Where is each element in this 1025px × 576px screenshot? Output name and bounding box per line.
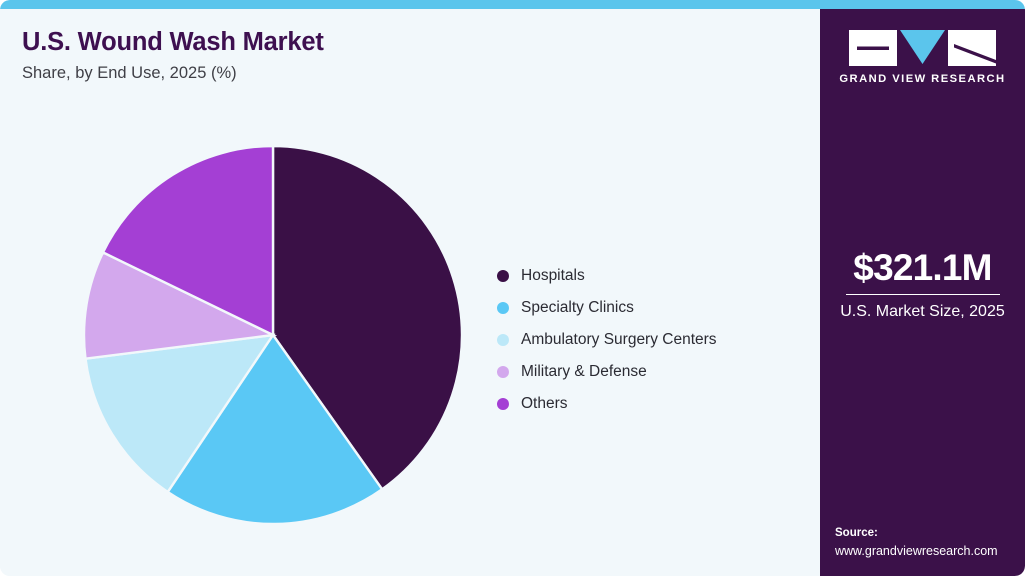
legend-swatch-icon (497, 270, 509, 282)
brand-wordmark: GRAND VIEW RESEARCH (839, 73, 1006, 85)
legend-item: Ambulatory Surgery Centers (497, 324, 797, 356)
pie-slice (101, 145, 275, 337)
chart-legend: Hospitals Specialty Clinics Ambulatory Sur… (497, 260, 797, 420)
legend-swatch-icon (497, 302, 509, 314)
pie-slice (83, 250, 278, 361)
pie-slice (271, 145, 463, 491)
legend-swatch-icon (497, 366, 509, 378)
legend-label: Ambulatory Surgery Centers (521, 331, 717, 348)
legend-label: Hospitals (521, 267, 585, 284)
pie-chart (83, 145, 463, 525)
gvr-logo-icon (849, 30, 996, 66)
pie-chart-svg (83, 145, 463, 525)
pie-slice (84, 333, 276, 494)
stat-divider (845, 293, 1000, 295)
page-title: U.S. Wound Wash Market (22, 28, 324, 56)
chart-panel: U.S. Wound Wash Market Share, by End Use… (0, 9, 820, 576)
legend-swatch-icon (497, 398, 509, 410)
legend-label: Specialty Clinics (521, 299, 634, 316)
legend-label: Military & Defense (521, 363, 647, 380)
source-label: Source: (835, 527, 878, 540)
top-accent-bar (0, 0, 1025, 9)
sidebar-panel: GRAND VIEW RESEARCH $321.1M U.S. Market … (820, 9, 1025, 576)
market-size-caption: U.S. Market Size, 2025 (840, 302, 1005, 320)
page-subtitle: Share, by End Use, 2025 (%) (22, 64, 237, 82)
market-size-value: $321.1M (853, 247, 992, 288)
pie-slice-group (83, 145, 463, 525)
source-block: Source: www.grandviewresearch.com (835, 525, 1025, 560)
source-url: www.grandviewresearch.com (835, 543, 998, 558)
market-size-stat: $321.1M U.S. Market Size, 2025 (820, 247, 1025, 323)
pie-slice (166, 332, 384, 525)
brand-logo: GRAND VIEW RESEARCH (820, 30, 1025, 85)
legend-item: Others (497, 388, 797, 420)
legend-swatch-icon (497, 334, 509, 346)
legend-label: Others (521, 395, 568, 412)
legend-item: Military & Defense (497, 356, 797, 388)
legend-item: Hospitals (497, 260, 797, 292)
legend-item: Specialty Clinics (497, 292, 797, 324)
